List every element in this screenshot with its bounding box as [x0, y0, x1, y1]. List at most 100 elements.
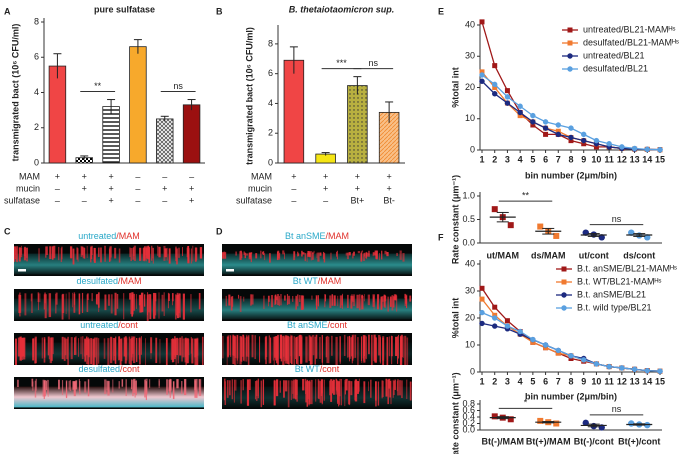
error-bar	[587, 233, 600, 237]
condition-cell: +	[162, 183, 167, 193]
texture-streak	[123, 293, 125, 320]
marker	[619, 365, 625, 371]
texture-streak	[318, 380, 320, 400]
texture-streak	[34, 336, 37, 364]
condition-cell: +	[386, 171, 391, 181]
texture-streak	[148, 247, 151, 263]
texture-streak	[293, 336, 296, 365]
texture-streak	[234, 379, 237, 391]
texture-streak	[399, 336, 403, 365]
texture-streak	[72, 248, 75, 265]
texture-streak	[269, 253, 271, 263]
texture-streak	[194, 379, 196, 391]
texture-streak	[380, 296, 383, 310]
y-tick-label: 4	[268, 98, 273, 108]
x-tick-label: 2	[492, 154, 497, 164]
marker	[606, 141, 612, 147]
significance-label: **	[522, 191, 530, 201]
texture-streak	[20, 247, 23, 258]
x-tick-label: Bt(+)/cont	[618, 436, 660, 446]
texture-streak	[356, 294, 359, 309]
texture-streak	[181, 381, 183, 394]
texture-streak	[319, 381, 322, 403]
x-tick-label: 10	[591, 154, 601, 164]
texture-streak	[90, 247, 93, 260]
texture-streak	[164, 248, 167, 258]
texture-streak	[182, 338, 185, 358]
texture-streak	[244, 252, 246, 259]
data-point	[537, 417, 544, 424]
texture-streak	[391, 295, 394, 311]
texture-streak	[141, 292, 144, 313]
texture-streak	[305, 336, 308, 363]
texture-streak	[133, 336, 136, 363]
y-tick-label: 0	[34, 157, 39, 167]
texture-streak	[70, 337, 73, 360]
x-tick-label: 2	[492, 376, 497, 386]
image-label: Bt anSME/cont	[287, 320, 348, 330]
texture-streak	[311, 335, 313, 365]
texture-streak	[274, 294, 277, 305]
texture-streak	[347, 380, 351, 405]
error-bar	[133, 39, 142, 54]
texture-streak	[371, 334, 373, 365]
marker	[479, 320, 485, 327]
texture-streak	[201, 336, 204, 365]
legend-label: B.t. wild type/BL21	[577, 302, 652, 312]
y-tick-label: 4	[34, 87, 39, 97]
x-tick-label: 14	[642, 376, 652, 386]
label-part: Bt anSME	[287, 320, 328, 330]
error-bar	[633, 233, 646, 237]
texture-streak	[364, 335, 366, 363]
texture-streak	[343, 334, 346, 356]
marker	[657, 368, 663, 374]
marker	[479, 309, 485, 316]
texture-streak	[368, 334, 370, 355]
texture-streak	[158, 292, 160, 319]
texture-streak	[321, 334, 323, 363]
condition-cell: +	[323, 183, 328, 193]
marker	[568, 134, 574, 141]
texture-streak	[284, 252, 285, 260]
y-tick-label: 0	[470, 144, 475, 154]
texture-streak	[97, 338, 100, 364]
texture-streak	[278, 253, 280, 259]
y-tick-label: 0.4	[462, 411, 475, 421]
texture-streak	[376, 294, 379, 310]
texture-streak	[72, 292, 73, 308]
texture-streak	[347, 294, 349, 309]
texture-streak	[65, 293, 67, 315]
texture-streak	[331, 294, 334, 306]
texture-streak	[198, 293, 201, 310]
texture-streak	[86, 245, 88, 258]
texture-streak	[344, 379, 346, 395]
data-point	[553, 232, 560, 239]
y-axis-label: transmigrated bact (10⁶ CFU/ml)	[10, 24, 20, 162]
marker	[561, 292, 567, 298]
texture-streak	[42, 379, 45, 397]
texture-streak	[396, 295, 398, 312]
texture-streak	[78, 381, 81, 395]
texture-streak	[356, 381, 359, 394]
texture-streak	[43, 337, 46, 363]
marker	[567, 66, 573, 72]
texture-streak	[133, 378, 136, 394]
x-tick-label: 7	[556, 154, 561, 164]
image-label: untreated/cont	[80, 320, 138, 330]
texture-streak	[251, 334, 254, 358]
texture-streak	[77, 248, 79, 262]
texture-streak	[107, 294, 110, 306]
texture-streak	[194, 247, 197, 262]
texture-streak	[129, 293, 132, 300]
texture-streak	[93, 337, 96, 358]
label-part: Bt anSME	[285, 231, 326, 241]
y-axis-label: %total int	[450, 298, 460, 339]
texture-streak	[18, 294, 21, 314]
texture-streak	[292, 379, 295, 399]
error-bar	[321, 152, 330, 156]
texture-streak	[72, 381, 75, 390]
texture-streak	[187, 247, 190, 263]
x-tick-label: 6	[543, 376, 548, 386]
condition-cell: +	[355, 171, 360, 181]
texture-streak	[378, 294, 380, 303]
